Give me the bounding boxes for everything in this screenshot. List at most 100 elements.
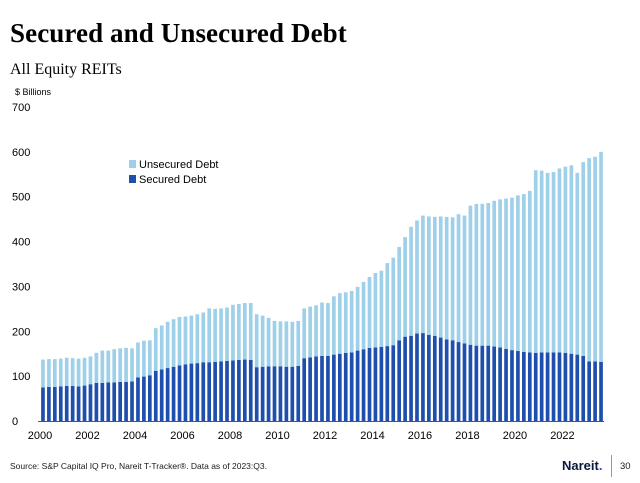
unsecured-debt-bar [397,246,402,341]
unsecured-debt-bar [575,172,580,355]
unsecured-debt-bar [462,215,467,344]
unsecured-debt-bar [486,202,491,346]
unsecured-debt-bar [147,340,152,376]
secured-debt-bar [41,387,45,421]
secured-debt-bar [373,347,378,421]
secured-debt-bar [480,345,485,421]
secured-debt-bar [486,345,491,421]
unsecured-debt-bar [320,302,324,356]
unsecured-debt-bar [349,290,354,353]
legend-swatch-unsecured [129,160,136,168]
unsecured-debt-bar [225,307,229,361]
unsecured-debt-bar [545,172,550,353]
unsecured-debt-bar [195,314,200,364]
logo-dot: . [598,458,603,473]
y-tick-label: 600 [12,147,30,159]
page-number: 30 [620,461,631,472]
secured-debt-bar [82,385,87,421]
unsecured-debt-bar [242,303,247,360]
secured-debt-bar [296,365,301,421]
legend-swatch-secured [129,175,136,183]
secured-debt-bar [474,345,479,421]
y-axis-label: $ Billions [15,87,52,97]
secured-debt-bar [320,355,324,421]
y-tick-label: 400 [12,237,30,249]
x-tick-label: 2000 [28,430,52,442]
secured-debt-bar [76,386,81,421]
unsecured-debt-bar [533,170,538,353]
secured-debt-bar [231,360,235,421]
secured-debt-bar [504,348,508,421]
x-tick-label: 2002 [75,430,99,442]
secured-debt-bar [189,363,194,421]
unsecured-debt-bar [106,350,111,383]
unsecured-debt-bar [189,315,194,364]
secured-debt-bar [136,377,140,421]
unsecured-debt-bar [314,305,318,357]
secured-debt-bar [361,349,366,421]
unsecured-debt-bar [332,296,336,355]
secured-debt-bar [498,347,502,421]
logo-text: Nareit [562,458,599,473]
unsecured-debt-bar [438,216,443,338]
secured-debt-bar [153,370,158,421]
footer-divider [611,455,612,477]
x-tick-label: 2014 [360,430,384,442]
secured-debt-bar [415,333,419,421]
unsecured-debt-bar [88,356,93,385]
unsecured-debt-bar [296,320,301,366]
unsecured-debt-bar [112,349,117,383]
secured-debt-bar [242,359,247,421]
unsecured-debt-bar [219,308,223,362]
unsecured-debt-bar [159,325,164,370]
unsecured-debt-bar [118,348,122,382]
unsecured-debt-bar [343,292,348,353]
unsecured-debt-bar [415,220,419,334]
secured-debt-bar [462,343,467,421]
x-tick-label: 2008 [218,430,242,442]
source-note: Source: S&P Capital IQ Pro, Nareit T-Tra… [10,461,267,471]
bars-group [41,151,603,421]
unsecured-debt-bar [177,316,182,366]
secured-debt-bar [379,346,384,421]
unsecured-debt-bar [53,359,57,387]
unsecured-debt-bar [171,319,176,367]
secured-debt-bar [159,369,164,421]
secured-debt-bar [456,342,461,421]
unsecured-debt-bar [337,293,342,354]
unsecured-debt-bar [82,357,87,386]
secured-debt-bar [106,382,111,421]
secured-debt-bar [213,361,217,421]
legend-label-secured: Secured Debt [139,174,206,186]
secured-debt-bar [237,359,241,421]
secured-debt-bar [551,352,556,421]
unsecured-debt-bar [272,320,277,367]
unsecured-debt-bar [557,168,562,353]
secured-debt-bar [522,351,526,421]
secured-debt-bar [337,353,342,421]
unsecured-debt-bar [142,340,146,377]
secured-debt-bar [421,333,425,421]
unsecured-debt-bar [70,358,75,387]
unsecured-debt-bar [427,216,431,335]
secured-debt-bar [266,366,271,421]
secured-debt-bar [432,335,437,421]
unsecured-debt-bar [599,151,603,362]
secured-debt-bar [427,334,431,421]
unsecured-debt-bar [260,315,265,367]
unsecured-debt-bar [183,316,188,365]
x-tick-label: 2010 [265,430,289,442]
secured-debt-bar [332,354,336,421]
secured-debt-bar [94,382,99,421]
unsecured-debt-bar [539,170,544,353]
y-tick-label: 200 [12,326,30,338]
secured-debt-bar [539,352,544,421]
chart-title: Secured and Unsecured Debt [10,18,347,48]
secured-debt-bar [581,355,586,421]
unsecured-debt-bar [201,312,206,363]
unsecured-debt-bar [468,205,473,345]
secured-debt-bar [468,344,473,421]
unsecured-debt-bar [409,226,413,336]
unsecured-debt-bar [284,321,289,367]
unsecured-debt-bar [474,203,479,346]
